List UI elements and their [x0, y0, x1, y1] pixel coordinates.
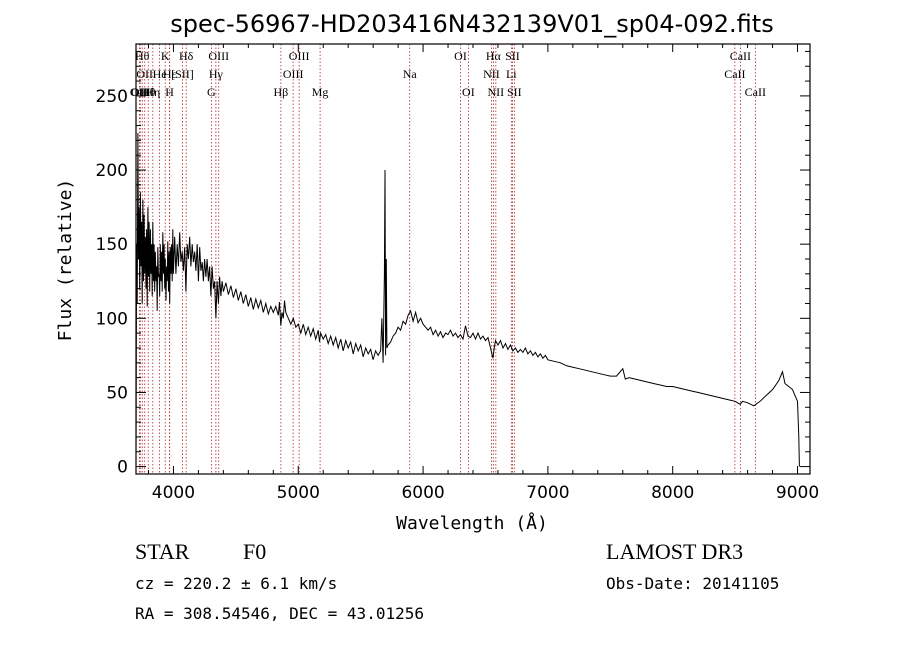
y-tick-label: 250 [96, 87, 128, 107]
redshift-cz: cz = 220.2 ± 6.1 km/s [135, 574, 337, 593]
line-marker-label: NII [488, 85, 505, 99]
plot-frame [135, 43, 811, 475]
line-marker-label: Mg [312, 85, 329, 99]
line-marker-label: Hα [486, 49, 502, 63]
x-tick-label: 6000 [401, 483, 444, 503]
line-marker-label: K [161, 49, 170, 63]
line-marker-label: G [207, 85, 216, 99]
line-marker-label: Hγ [209, 67, 224, 81]
y-tick-label: 50 [106, 383, 128, 403]
line-marker-label: [SII] [171, 67, 194, 81]
line-marker-label: He [153, 67, 167, 81]
line-marker-label: Li [506, 67, 517, 81]
line-marker-label: OIII [283, 67, 304, 81]
line-marker-label: SII [505, 49, 520, 63]
line-marker-label: OIII [208, 49, 229, 63]
line-marker-label: OI [462, 85, 475, 99]
y-tick-label: 0 [117, 458, 128, 478]
line-marker-label: Hβ [274, 85, 289, 99]
line-marker-label: CaII [745, 85, 766, 99]
x-tick-label: 7000 [526, 483, 569, 503]
x-tick-label: 5000 [277, 483, 320, 503]
y-tick-label: 100 [96, 309, 128, 329]
survey-name: LAMOST DR3 [606, 539, 743, 564]
line-marker-label: OII [136, 67, 153, 81]
line-marker-label: Hε [163, 67, 177, 81]
object-class: STAR [135, 539, 190, 564]
line-marker-label: Hδ [179, 49, 194, 63]
line-marker-label: H [165, 85, 174, 99]
line-marker-label: CaII [724, 67, 745, 81]
line-marker-label: SII [507, 85, 522, 99]
line-marker-label: OIII [289, 49, 310, 63]
observation-date: Obs-Date: 20141105 [606, 574, 779, 593]
y-axis-label: Flux (relative) [55, 179, 76, 342]
line-marker-label: Na [403, 67, 418, 81]
x-axis-label: Wavelength (Å) [396, 512, 548, 534]
x-tick-label: 8000 [651, 483, 694, 503]
line-marker-label: CaII [730, 49, 751, 63]
line-markers [138, 44, 756, 474]
object-subclass: F0 [243, 539, 266, 564]
x-tick-label: 4000 [152, 483, 195, 503]
coordinates: RA = 308.54546, DEC = 43.01256 [135, 604, 424, 623]
x-tick-label: 9000 [776, 483, 819, 503]
line-marker-label: Hη [145, 85, 160, 99]
spectrum-line [135, 132, 800, 467]
line-marker-labels: OIIOIIIHθOIIHθHηHeKHεH[SII]HδGHγOIIIHβOI… [130, 49, 766, 99]
y-tick-label: 150 [96, 235, 128, 255]
line-marker-label: OI [454, 49, 467, 63]
line-marker-label: NII [483, 67, 500, 81]
chart-title: spec-56967-HD203416N432139V01_sp04-092.f… [170, 10, 773, 38]
y-axis-ticks: 0 50 100 150 200 250 [96, 50, 810, 478]
line-marker-label: Hθ [135, 49, 150, 63]
x-axis-ticks: 4000 5000 6000 7000 8000 9000 [147, 44, 819, 503]
y-tick-label: 200 [96, 161, 128, 181]
